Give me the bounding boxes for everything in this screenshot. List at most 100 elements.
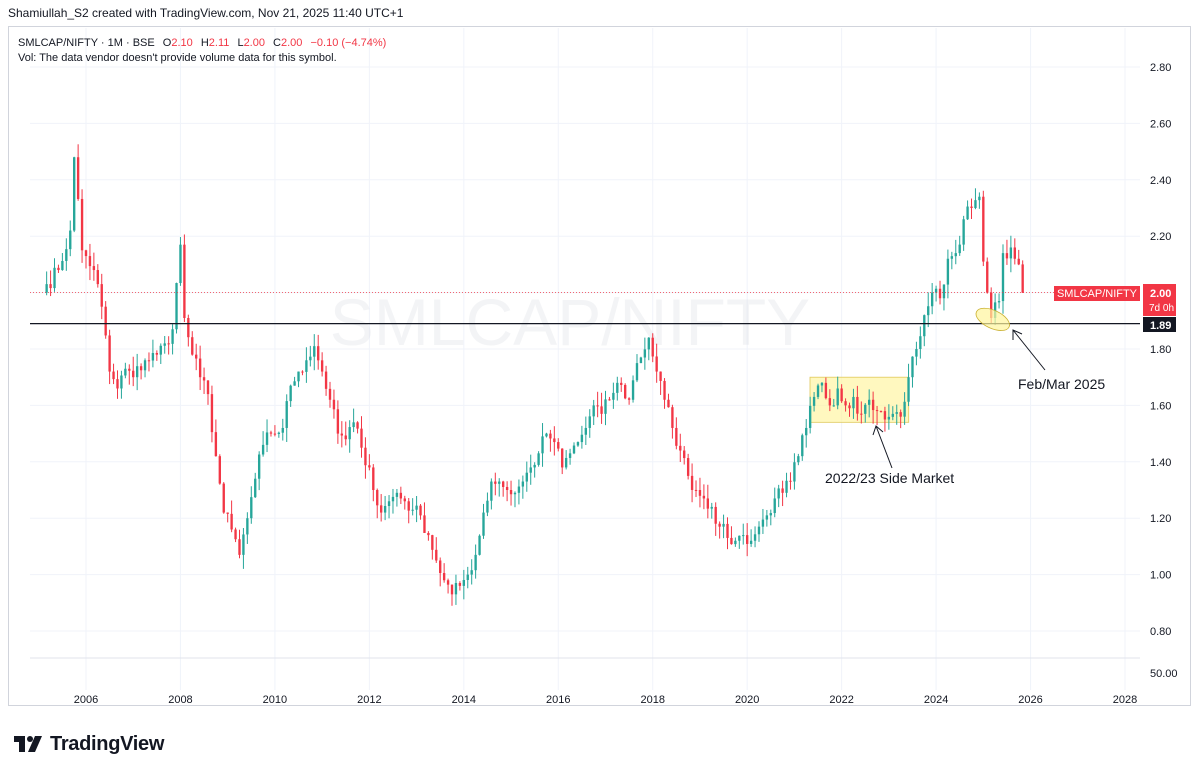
candle-body <box>509 490 513 495</box>
candle-body <box>470 570 473 575</box>
candle-body <box>45 284 48 293</box>
candle-body <box>907 377 910 402</box>
candle-body <box>557 442 560 449</box>
candle-body <box>69 230 72 250</box>
tradingview-brand-text: TradingView <box>50 732 165 755</box>
candle-body <box>285 401 288 428</box>
hline-price-tag-bg <box>1143 317 1176 332</box>
candle-body <box>352 422 355 428</box>
candle-body <box>1005 253 1009 259</box>
candle-body <box>269 432 273 434</box>
candle-body <box>376 490 379 506</box>
candle-body <box>226 512 229 514</box>
symbol-legend: SMLCAP/NIFTY · 1M · BSE O2.10 H2.11 L2.0… <box>18 36 386 66</box>
candle-body <box>1001 253 1005 302</box>
side-market-label: 2022/23 Side Market <box>825 470 954 486</box>
candle-body <box>848 405 851 409</box>
candle-body <box>218 456 221 484</box>
candle-body <box>293 381 296 386</box>
candle-body <box>1009 247 1013 259</box>
candle-body <box>387 501 391 507</box>
time-tick: 2028 <box>1113 694 1137 706</box>
price-tick: 1.00 <box>1150 570 1171 582</box>
candle-body <box>592 405 595 417</box>
candle-body <box>301 371 304 373</box>
candle-body <box>765 515 769 520</box>
candle-body <box>757 526 761 535</box>
candle-body <box>600 406 603 414</box>
candle-body <box>726 523 729 538</box>
candle-body <box>116 379 119 389</box>
candle-body <box>120 375 123 389</box>
candle-body <box>808 405 812 428</box>
candle-body <box>734 540 737 545</box>
candle-body <box>785 480 788 493</box>
candle-body <box>978 196 981 201</box>
bar-countdown: 7d 0h <box>1149 303 1174 314</box>
price-scale[interactable]: 2.80 2.60 2.40 2.20 1.80 1.60 1.40 1.20 1.00 0.80 <box>1150 62 1171 638</box>
candle-body <box>718 523 721 527</box>
time-scale[interactable]: 2006 2008 2010 2012 2014 2016 2018 2020 2022 2024… <box>74 694 1137 706</box>
candle-body <box>61 260 64 271</box>
candle-body <box>679 445 682 451</box>
feb-mar-highlight-ellipse[interactable] <box>973 304 1013 336</box>
change-value: −0.10 (−4.74%) <box>310 37 387 49</box>
candle-body <box>96 270 99 285</box>
candle-body <box>986 261 989 293</box>
candle-body <box>230 513 233 530</box>
candle-body <box>73 157 76 231</box>
candle-body <box>332 399 336 410</box>
candle-body <box>364 447 367 466</box>
time-tick: 2024 <box>924 694 948 706</box>
candle-body <box>135 366 139 378</box>
candle-body <box>797 456 800 463</box>
candle-body <box>801 435 804 457</box>
candle-body <box>289 385 292 402</box>
candle-body <box>427 532 430 536</box>
symbol-watermark: SMLCAP/NIFTY <box>330 285 810 359</box>
candle-body <box>183 244 186 318</box>
candle-body <box>49 284 52 289</box>
high-value: 2.11 <box>208 37 230 49</box>
time-tick: 2020 <box>735 694 759 706</box>
brand-footer[interactable]: TradingView <box>14 731 164 757</box>
candle-body <box>80 198 84 251</box>
candle-body <box>309 356 312 361</box>
candle-body <box>923 315 926 337</box>
time-tick: 2010 <box>263 694 287 706</box>
close-label: C <box>273 37 281 49</box>
candle-body <box>608 399 611 401</box>
candle-body <box>860 413 863 415</box>
candle-body <box>698 490 702 496</box>
candle-body <box>927 306 930 316</box>
candle-body <box>411 509 414 511</box>
price-tick: 2.40 <box>1150 175 1171 187</box>
candle-body <box>423 515 426 533</box>
candle-body <box>104 306 107 336</box>
candle-body <box>155 353 159 355</box>
candle-body <box>340 433 343 436</box>
candle-body <box>175 283 178 330</box>
candle-body <box>753 534 757 541</box>
candle-body <box>238 539 241 555</box>
candle-body <box>631 380 635 400</box>
symbol-tag-bg <box>1054 286 1140 301</box>
candle-body <box>864 404 867 414</box>
candle-body <box>911 356 914 378</box>
candle-body <box>533 464 536 468</box>
candle-body <box>324 371 328 389</box>
chart-pane[interactable] <box>8 26 1191 706</box>
candle-body <box>541 436 544 454</box>
candle-body <box>57 267 60 271</box>
candle-body <box>446 580 450 585</box>
candle-body <box>462 579 465 586</box>
hline-price-tag: 1.89 <box>1150 320 1171 332</box>
candle-body <box>439 560 442 574</box>
price-tick: 0.80 <box>1150 626 1171 638</box>
candle-body <box>584 427 588 435</box>
candle-body <box>946 258 950 285</box>
symbol-info[interactable]: SMLCAP/NIFTY · 1M · BSE <box>18 37 155 49</box>
candle-body <box>899 412 902 417</box>
candle-body <box>651 337 654 357</box>
